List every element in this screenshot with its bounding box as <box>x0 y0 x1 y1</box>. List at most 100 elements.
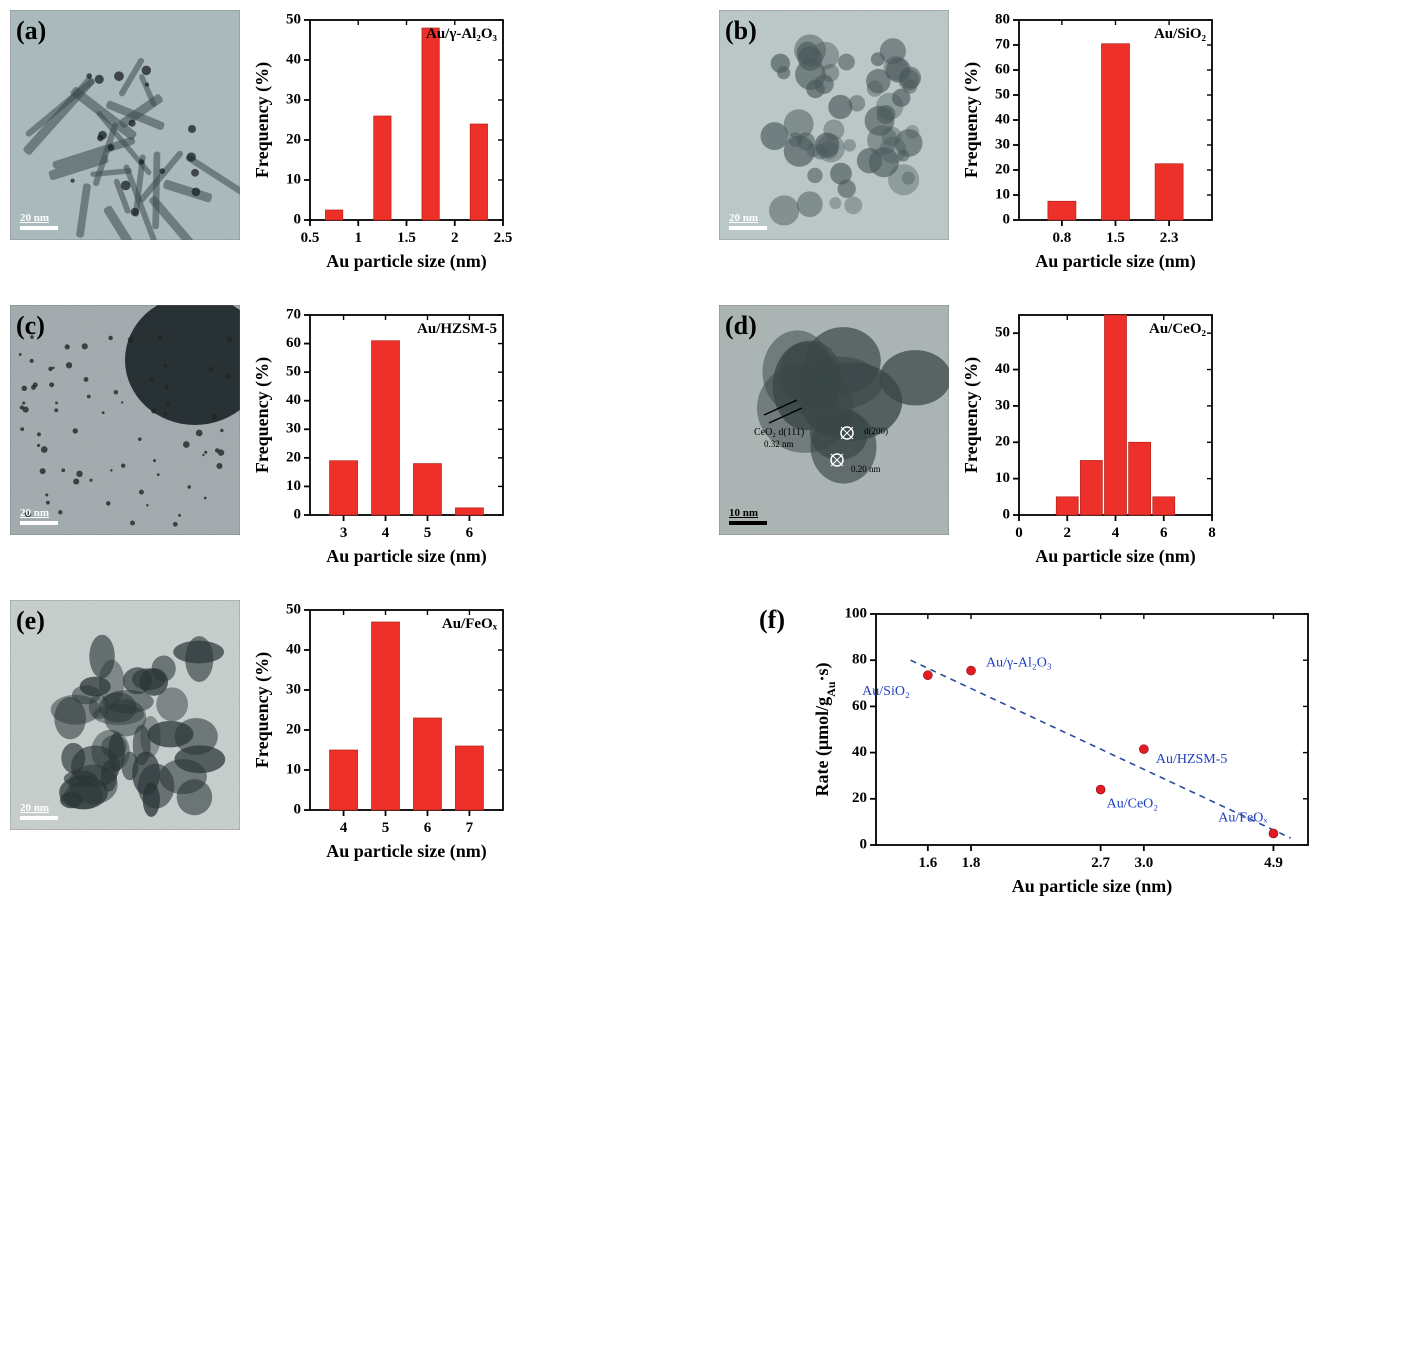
svg-text:70: 70 <box>286 306 301 322</box>
svg-text:50: 50 <box>286 364 301 380</box>
svg-text:40: 40 <box>995 111 1010 127</box>
histogram-c: 0102030405060703456Au particle size (nm)… <box>248 305 503 570</box>
svg-text:Au/HZSM-5: Au/HZSM-5 <box>417 321 497 337</box>
svg-text:0.32 nm: 0.32 nm <box>764 439 794 449</box>
svg-text:3: 3 <box>340 525 348 541</box>
svg-text:50: 50 <box>995 325 1010 341</box>
svg-text:Frequency (%): Frequency (%) <box>252 62 273 178</box>
panel-f: (f)0204060801001.61.82.73.04.9Au/SiO₂Au/… <box>719 600 1408 900</box>
svg-text:80: 80 <box>995 11 1010 27</box>
scale-bar-line <box>20 226 58 230</box>
svg-text:20: 20 <box>852 790 867 806</box>
svg-text:30: 30 <box>995 397 1010 413</box>
svg-text:Au/CeO₂: Au/CeO₂ <box>1149 321 1207 337</box>
panel-d: CeO₂ d(111)0.32 nmd(200)0.20 nm(d)10 nm0… <box>719 305 1408 570</box>
svg-text:Frequency (%): Frequency (%) <box>961 62 982 178</box>
histogram-e: 010203040504567Au particle size (nm)Freq… <box>248 600 503 865</box>
svg-text:100: 100 <box>844 605 867 621</box>
svg-text:2: 2 <box>1064 525 1072 541</box>
panel-b: (b)20 nm010203040506070800.81.52.3Au par… <box>719 10 1408 275</box>
svg-text:Au particle size (nm): Au particle size (nm) <box>1035 546 1195 567</box>
svg-text:Au particle size (nm): Au particle size (nm) <box>1035 251 1195 272</box>
panel-letter: (a) <box>16 16 46 46</box>
svg-text:Frequency (%): Frequency (%) <box>252 652 273 768</box>
svg-text:2: 2 <box>451 230 459 246</box>
histogram-d: 0102030405002468Au particle size (nm)Fre… <box>957 305 1212 570</box>
svg-text:0: 0 <box>1003 506 1011 522</box>
scale-bar-line <box>20 816 58 820</box>
svg-text:5: 5 <box>382 820 390 836</box>
svg-text:40: 40 <box>286 51 301 67</box>
svg-text:20: 20 <box>286 721 301 737</box>
svg-text:30: 30 <box>286 681 301 697</box>
panel-letter: (d) <box>725 311 757 341</box>
svg-text:10: 10 <box>995 470 1010 486</box>
tem-image-a: (a) 20 nm <box>10 10 240 240</box>
svg-text:Au/HZSM-5: Au/HZSM-5 <box>1155 752 1227 767</box>
svg-text:40: 40 <box>286 392 301 408</box>
scale-bar-text: 20 nm <box>20 802 49 814</box>
svg-text:7: 7 <box>466 820 474 836</box>
svg-text:0: 0 <box>1003 211 1011 227</box>
svg-text:10: 10 <box>286 761 301 777</box>
svg-text:8: 8 <box>1208 525 1216 541</box>
svg-text:30: 30 <box>286 91 301 107</box>
svg-text:1: 1 <box>355 230 363 246</box>
svg-text:4.9: 4.9 <box>1264 855 1283 871</box>
svg-text:20: 20 <box>286 131 301 147</box>
svg-text:0: 0 <box>294 211 302 227</box>
svg-text:Rate (μmol/gAu·s): Rate (μmol/gAu·s) <box>812 662 838 796</box>
scale-bar-line <box>729 521 767 525</box>
svg-text:5: 5 <box>424 525 432 541</box>
svg-text:50: 50 <box>995 86 1010 102</box>
scale-bar: 20 nm <box>20 802 58 820</box>
svg-text:50: 50 <box>286 601 301 617</box>
figure-grid: (a)20 nm010203040500.511.522.5Au particl… <box>10 10 1408 900</box>
svg-text:4: 4 <box>382 525 390 541</box>
panel-a: (a)20 nm010203040500.511.522.5Au particl… <box>10 10 699 275</box>
svg-text:Au/γ-Al₂O₃: Au/γ-Al₂O₃ <box>426 26 498 42</box>
scale-bar-text: 20 nm <box>20 507 49 519</box>
svg-text:0: 0 <box>1015 525 1023 541</box>
svg-text:0: 0 <box>859 836 867 852</box>
svg-text:0.8: 0.8 <box>1053 230 1072 246</box>
svg-text:2.7: 2.7 <box>1091 855 1110 871</box>
svg-text:Au particle size (nm): Au particle size (nm) <box>326 841 486 862</box>
scale-bar-line <box>729 226 767 230</box>
svg-text:6: 6 <box>424 820 432 836</box>
svg-text:20: 20 <box>286 449 301 465</box>
histogram-b: 010203040506070800.81.52.3Au particle si… <box>957 10 1212 275</box>
scatter-f: (f)0204060801001.61.82.73.04.9Au/SiO₂Au/… <box>719 600 1408 900</box>
svg-text:Au/FeOₓ: Au/FeOₓ <box>442 616 498 632</box>
scale-bar-line <box>20 521 58 525</box>
tem-image-b: (b)20 nm <box>719 10 949 240</box>
svg-text:0.20 nm: 0.20 nm <box>851 464 881 474</box>
svg-text:Au particle size (nm): Au particle size (nm) <box>1011 876 1171 897</box>
svg-text:30: 30 <box>995 136 1010 152</box>
svg-text:40: 40 <box>995 361 1010 377</box>
scale-bar: 20 nm <box>20 507 58 525</box>
svg-text:6: 6 <box>466 525 474 541</box>
panel-c: (c)20 nm0102030405060703456Au particle s… <box>10 305 699 570</box>
svg-text:2.3: 2.3 <box>1160 230 1179 246</box>
svg-text:10: 10 <box>286 171 301 187</box>
svg-text:0: 0 <box>294 506 302 522</box>
svg-text:2.5: 2.5 <box>494 230 513 246</box>
svg-text:60: 60 <box>286 335 301 351</box>
svg-text:10: 10 <box>995 186 1010 202</box>
tem-image-d: CeO₂ d(111)0.32 nmd(200)0.20 nm(d)10 nm <box>719 305 949 535</box>
svg-text:50: 50 <box>286 11 301 27</box>
svg-text:d(200): d(200) <box>864 426 888 436</box>
scale-bar-text: 20 nm <box>729 212 758 224</box>
svg-text:Au/γ-Al₂O₃: Au/γ-Al₂O₃ <box>986 656 1052 671</box>
svg-text:Au particle size (nm): Au particle size (nm) <box>326 546 486 567</box>
scale-bar-text: 10 nm <box>729 507 758 519</box>
scale-bar-text: 20 nm <box>20 212 49 224</box>
tem-image-e: (e)20 nm <box>10 600 240 830</box>
svg-text:40: 40 <box>286 641 301 657</box>
svg-text:70: 70 <box>995 36 1010 52</box>
svg-text:30: 30 <box>286 421 301 437</box>
svg-text:60: 60 <box>995 61 1010 77</box>
svg-text:Au/CeO₂: Au/CeO₂ <box>1106 797 1158 812</box>
svg-text:4: 4 <box>1112 525 1120 541</box>
